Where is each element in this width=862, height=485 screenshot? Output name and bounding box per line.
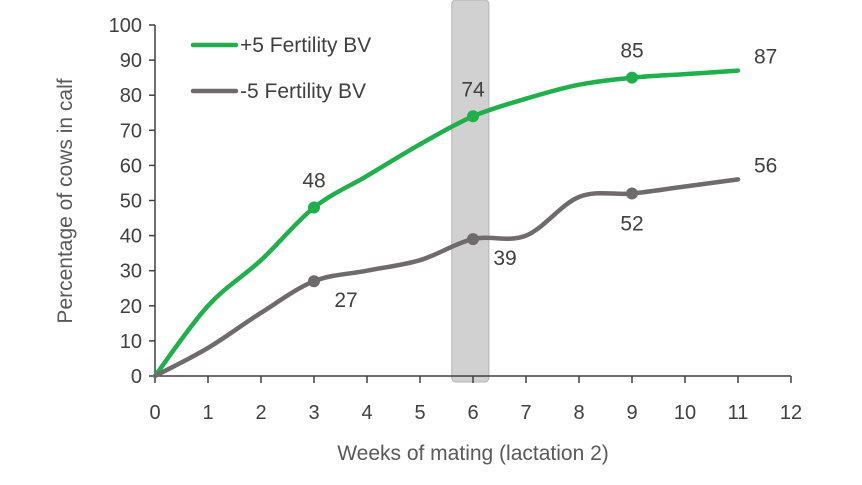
x-tick-label: 8 [573, 402, 584, 424]
data-label: 85 [620, 40, 643, 63]
legend-label: -5 Fertility BV [240, 80, 366, 103]
data-label: 27 [334, 289, 357, 312]
x-tick-label: 5 [414, 402, 425, 424]
x-tick-label: 4 [361, 402, 372, 424]
data-point-0 [308, 201, 320, 214]
data-point-1 [626, 187, 638, 200]
data-point-1 [467, 233, 479, 246]
data-label-layer: 48 74 85 87 27 39 52 56 [302, 40, 777, 313]
x-tick-label: 7 [520, 402, 531, 424]
data-label: 56 [754, 154, 777, 177]
legend-label: +5 Fertility BV [240, 34, 371, 57]
data-point-0 [467, 110, 479, 123]
y-tick-label: 50 [120, 191, 142, 213]
y-tick-label: 20 [120, 296, 142, 318]
data-label: 48 [302, 170, 325, 193]
data-label: 39 [493, 247, 516, 270]
highlight-band [451, 0, 490, 383]
x-tick-label: 12 [780, 402, 802, 424]
y-tick-label: 10 [120, 331, 142, 353]
y-tick-label: 90 [120, 50, 142, 72]
y-tick-label: 0 [131, 366, 142, 388]
y-tick-label: 100 [109, 15, 142, 37]
y-tick-label: 40 [120, 226, 142, 248]
x-tick-label: 3 [308, 402, 319, 424]
x-tick-label: 2 [255, 402, 266, 424]
x-tick-label: 1 [202, 402, 213, 424]
y-tick-label: 80 [120, 85, 142, 107]
data-label: 74 [461, 78, 485, 101]
highlight-band-layer [451, 0, 490, 383]
y-tick-label: 60 [120, 155, 142, 177]
x-tick-label: 10 [674, 402, 696, 424]
y-tick-label: 30 [120, 261, 142, 283]
y-axis-title: Percentage of cows in calf [54, 78, 77, 323]
x-axis-title: Weeks of mating (lactation 2) [337, 442, 609, 465]
series-line-0 [152, 68, 741, 379]
data-label: 87 [754, 46, 777, 69]
x-tick-label: 9 [626, 402, 637, 424]
data-point-1 [308, 275, 320, 288]
data-point-0 [626, 71, 638, 84]
y-tick-label: 70 [120, 120, 142, 142]
x-tick-label: 0 [149, 402, 160, 424]
x-tick-label: 11 [728, 402, 749, 424]
data-label: 52 [620, 212, 643, 235]
legend: +5 Fertility BV -5 Fertility BV [190, 34, 371, 103]
series-layer [152, 68, 741, 379]
x-tick-label: 6 [467, 402, 478, 424]
